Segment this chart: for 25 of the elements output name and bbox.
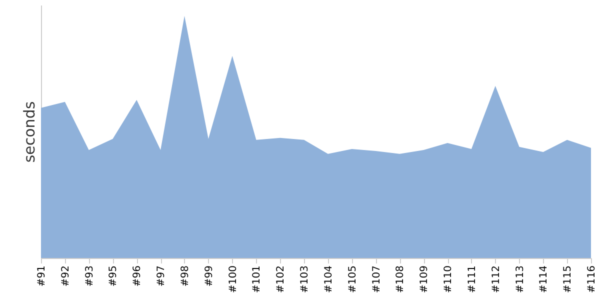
y-axis-title: seconds <box>20 101 38 163</box>
x-tick-label: #108 <box>395 266 406 293</box>
x-tick-label: #110 <box>443 266 454 293</box>
x-tick-label: #103 <box>300 266 311 293</box>
x-tick-label: #111 <box>466 266 478 293</box>
x-tick-label: #97 <box>156 266 168 287</box>
x-tick-label: #99 <box>204 266 215 287</box>
x-tick-label: #100 <box>228 266 239 293</box>
x-tick-label: #102 <box>276 266 287 293</box>
x-tick-label: #101 <box>252 266 263 293</box>
x-tick-label: #95 <box>108 266 120 287</box>
x-tick-label: #98 <box>180 266 191 287</box>
x-tick-label: #96 <box>132 266 144 287</box>
x-tick-label: #113 <box>514 266 526 293</box>
x-tick-label: #115 <box>562 266 574 293</box>
x-tick-label: #107 <box>371 266 382 293</box>
x-tick-label: #114 <box>538 266 550 293</box>
x-tick-label: #105 <box>347 266 358 293</box>
x-tick-label: #104 <box>323 266 334 293</box>
x-tick-label: #92 <box>60 266 72 287</box>
x-tick-label: #91 <box>36 266 48 287</box>
x-tick-label: #109 <box>419 266 430 293</box>
x-tick-label: #112 <box>490 266 502 293</box>
x-tick-label: #116 <box>586 266 598 293</box>
x-tick-label: #93 <box>84 266 96 287</box>
